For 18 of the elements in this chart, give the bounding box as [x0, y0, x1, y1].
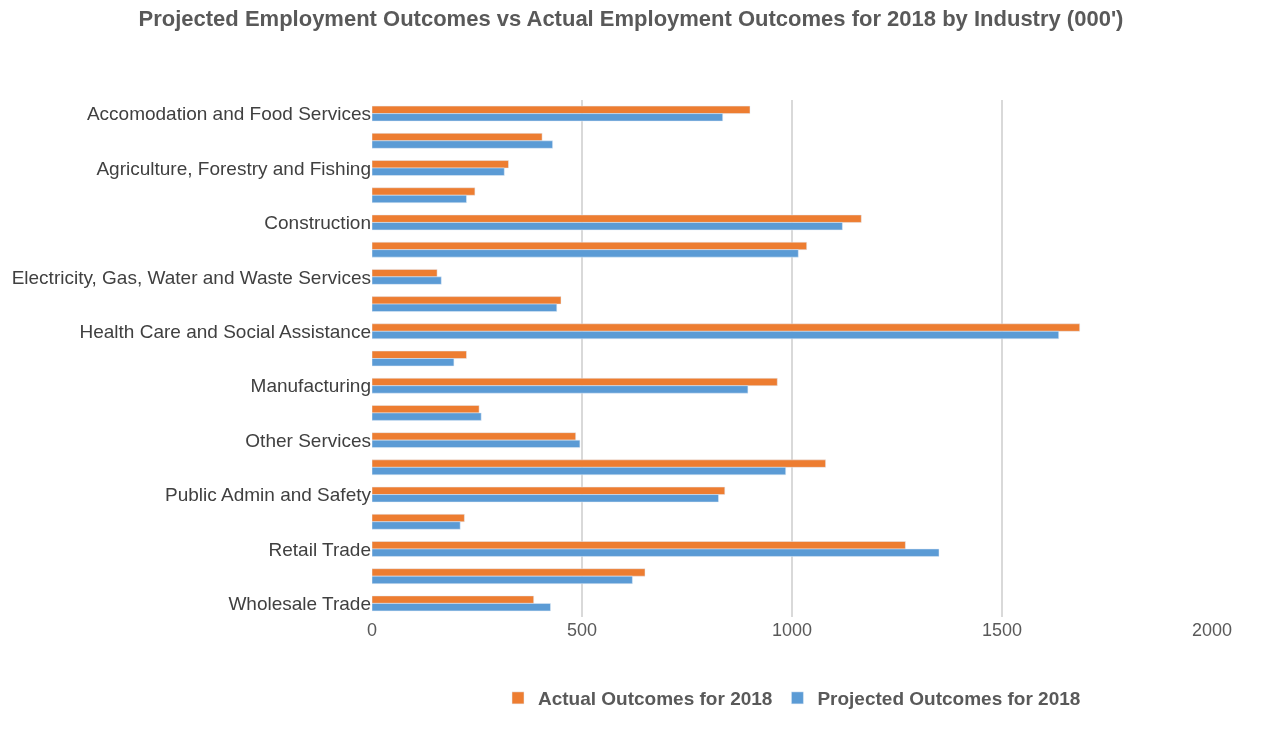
y-tick-label: Retail Trade — [268, 538, 371, 560]
chart-title: Projected Employment Outcomes vs Actual Employment Outcomes for 2018 by Industry (000') — [138, 6, 1124, 32]
y-tick-label: Public Admin and Safety — [165, 484, 372, 506]
y-tick-label: Electricity, Gas, Water and Waste Services — [11, 266, 371, 288]
x-tick-label: 2000 — [1191, 620, 1233, 640]
legend-label: Projected Outcomes for 2018 — [817, 688, 1081, 710]
y-tick-label: Agriculture, Forestry and Fishing — [96, 157, 371, 179]
legend-label: Actual Outcomes for 2018 — [538, 688, 773, 710]
x-tick-label: 500 — [566, 620, 598, 640]
y-tick-label: Accomodation and Food Services — [86, 103, 371, 125]
y-tick-label: Other Services — [245, 429, 371, 451]
x-tick-label: 0 — [366, 620, 378, 640]
y-tick-label: Wholesale Trade — [228, 593, 371, 615]
y-tick-label: Construction — [264, 212, 371, 234]
y-tick-label: Health Care and Social Assistance — [79, 320, 371, 342]
x-tick-label: 1000 — [771, 620, 813, 640]
x-tick-label: 1500 — [981, 620, 1023, 640]
y-tick-label: Manufacturing — [250, 375, 371, 397]
